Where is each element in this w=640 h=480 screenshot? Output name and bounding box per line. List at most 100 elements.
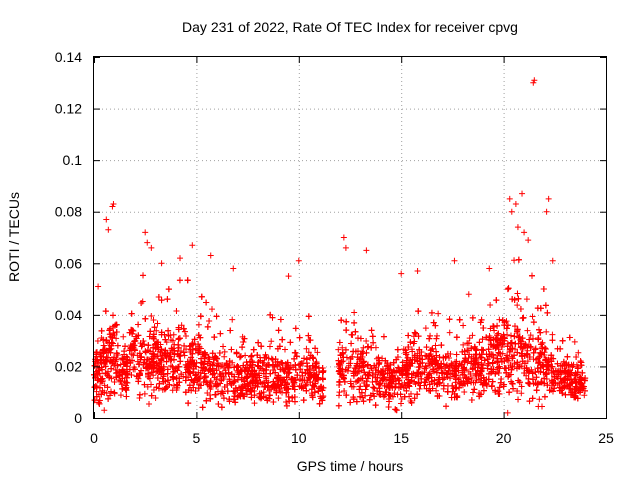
data-point [215,400,222,407]
data-point [460,379,467,386]
data-point [305,349,312,356]
data-point [103,354,110,361]
data-point [518,383,525,390]
data-point [495,370,502,377]
data-point [122,343,129,350]
data-point [343,318,350,325]
data-point [144,383,151,390]
data-point [489,378,496,385]
data-point [511,352,518,359]
data-point [150,316,157,323]
data-point [160,378,167,385]
data-point [427,347,434,354]
data-point [266,395,273,402]
data-point [492,387,499,394]
data-point [312,345,319,352]
data-point [529,370,536,377]
data-point [578,376,585,383]
data-point [407,362,414,369]
data-point [108,388,115,395]
data-point [514,349,521,356]
data-point [185,374,192,381]
data-point [556,387,563,394]
data-point [170,374,177,381]
data-point [251,400,258,407]
data-point [206,356,213,363]
data-point [527,343,534,350]
data-point [453,334,460,341]
data-point [128,310,135,317]
data-point [272,356,279,363]
data-point [385,404,392,411]
data-point [348,383,355,390]
data-point [190,365,197,372]
data-point [439,369,446,376]
data-point [233,350,240,357]
data-point [460,341,467,348]
data-point [375,361,382,368]
data-point [221,353,228,360]
data-point [178,322,185,329]
data-point [360,344,367,351]
data-point [301,355,308,362]
data-point [390,359,397,366]
data-point [195,341,202,348]
data-point [485,360,492,367]
data-point [453,363,460,370]
data-point [435,310,442,317]
data-point [155,294,162,301]
data-point [429,360,436,367]
data-point [412,372,419,379]
data-point [338,317,345,324]
data-point [303,387,310,394]
data-point [422,325,429,332]
data-point [473,376,480,383]
data-point [109,360,116,367]
data-point [181,342,188,349]
data-point [514,328,521,335]
data-point [533,387,540,394]
data-point [481,357,488,364]
data-point [347,380,354,387]
data-point [108,365,115,372]
data-point [296,334,303,341]
data-point [559,337,566,344]
data-point [189,350,196,357]
data-point [372,366,379,373]
data-point [427,332,434,339]
data-point [152,394,159,401]
data-point [507,332,514,339]
data-point [521,360,528,367]
data-point [344,367,351,374]
data-point [498,355,505,362]
data-point [433,335,440,342]
data-point [138,299,145,306]
data-point [500,383,507,390]
data-point [559,384,566,391]
data-point [382,391,389,398]
data-point [140,359,147,366]
data-point [512,340,519,347]
data-point [258,390,265,397]
data-point [184,358,191,365]
data-point [241,335,248,342]
data-point [180,325,187,332]
data-point [192,387,199,394]
data-point [175,324,182,331]
data-point [468,396,475,403]
data-point [221,348,228,355]
data-point [469,389,476,396]
data-point [471,386,478,393]
data-point [151,324,158,331]
data-point [389,393,396,400]
data-point [382,357,389,364]
data-point [177,358,184,365]
data-point [307,337,314,344]
data-point [175,341,182,348]
data-point [278,359,285,366]
data-point [433,387,440,394]
data-point [477,354,484,361]
data-point [469,365,476,372]
data-point [452,379,459,386]
data-point [408,399,415,406]
